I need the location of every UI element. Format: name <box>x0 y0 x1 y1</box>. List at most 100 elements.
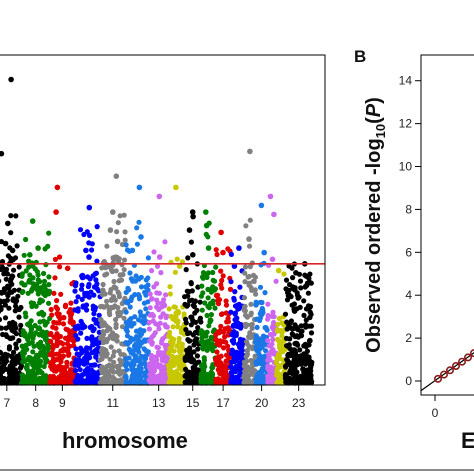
snp-point <box>74 351 80 357</box>
snp-point <box>31 343 37 349</box>
snp-point <box>238 343 244 349</box>
top-hit-point <box>8 76 14 83</box>
chromosome-21-points <box>265 193 279 386</box>
snp-point <box>15 293 21 299</box>
snp-point <box>82 292 88 298</box>
snp-point <box>267 357 273 363</box>
snp-point <box>136 296 143 302</box>
snp-point <box>80 321 86 327</box>
snp-point <box>78 286 85 292</box>
top-hit-point <box>35 245 41 251</box>
snp-point <box>251 368 257 374</box>
snp-point <box>301 376 307 382</box>
snp-point <box>147 291 153 297</box>
snp-point <box>33 303 39 309</box>
snp-point <box>48 306 54 313</box>
snp-point <box>169 347 175 353</box>
snp-point <box>99 287 106 293</box>
snp-point <box>302 272 308 278</box>
snp-point <box>107 356 113 362</box>
snp-point <box>112 254 119 260</box>
snp-point <box>93 270 99 276</box>
snp-point <box>232 310 238 316</box>
snp-point <box>306 275 312 282</box>
snp-point <box>127 270 133 276</box>
snp-point <box>110 374 116 380</box>
snp-point <box>88 362 94 368</box>
snp-point <box>63 369 69 376</box>
snp-point <box>231 297 237 303</box>
snp-point <box>277 328 283 334</box>
snp-point <box>305 368 311 374</box>
snp-point <box>296 377 302 384</box>
snp-point <box>79 273 85 279</box>
snp-point <box>46 300 52 306</box>
snp-point <box>75 323 81 329</box>
snp-point <box>119 324 126 330</box>
snp-point <box>160 369 167 375</box>
snp-point <box>3 266 10 272</box>
snp-point <box>106 372 112 378</box>
snp-point <box>283 371 289 378</box>
snp-point <box>56 334 62 340</box>
snp-point <box>128 296 134 302</box>
snp-point <box>255 372 261 378</box>
snp-point <box>74 380 80 386</box>
snp-point <box>38 339 44 345</box>
snp-point <box>87 345 93 351</box>
snp-point <box>16 306 22 313</box>
snp-point <box>177 349 183 355</box>
snp-point <box>276 377 282 383</box>
snp-point <box>124 380 130 386</box>
snp-point <box>121 212 127 218</box>
snp-point <box>143 277 149 283</box>
snp-point <box>292 350 299 356</box>
snp-point <box>216 338 222 344</box>
snp-point <box>100 281 106 288</box>
snp-point <box>192 299 198 305</box>
snp-point <box>197 315 203 321</box>
snp-point <box>45 289 51 295</box>
snp-point <box>223 298 229 304</box>
snp-point <box>35 370 41 376</box>
snp-point <box>134 241 140 247</box>
snp-point <box>175 320 181 326</box>
qq-points <box>433 349 474 383</box>
snp-point <box>23 314 29 320</box>
snp-point <box>215 380 221 386</box>
snp-point <box>269 378 275 384</box>
snp-point <box>10 355 16 361</box>
top-hit-point <box>113 173 120 179</box>
snp-point <box>191 349 197 355</box>
top-hit-point <box>271 211 277 218</box>
snp-point <box>151 378 157 384</box>
snp-point <box>284 297 291 303</box>
snp-point <box>118 359 124 365</box>
snp-point <box>57 264 63 270</box>
snp-point <box>307 303 314 310</box>
snp-point <box>90 379 96 385</box>
snp-point <box>104 328 110 334</box>
snp-point <box>18 322 24 328</box>
snp-point <box>19 271 25 277</box>
snp-point <box>92 306 98 312</box>
snp-point <box>280 349 286 355</box>
top-hit-point <box>220 249 226 256</box>
snp-point <box>200 344 206 350</box>
snp-point <box>210 277 216 283</box>
snp-point <box>46 282 52 288</box>
snp-point <box>34 358 40 364</box>
snp-point <box>270 309 276 315</box>
snp-point <box>78 345 84 351</box>
snp-point <box>214 349 220 355</box>
snp-point <box>257 284 264 290</box>
snp-point <box>292 322 298 328</box>
snp-point <box>132 292 138 298</box>
snp-point <box>79 282 85 288</box>
snp-point <box>276 315 282 322</box>
snp-point <box>223 358 229 364</box>
snp-point <box>25 370 31 376</box>
snp-point <box>254 379 261 386</box>
snp-point <box>283 286 289 292</box>
